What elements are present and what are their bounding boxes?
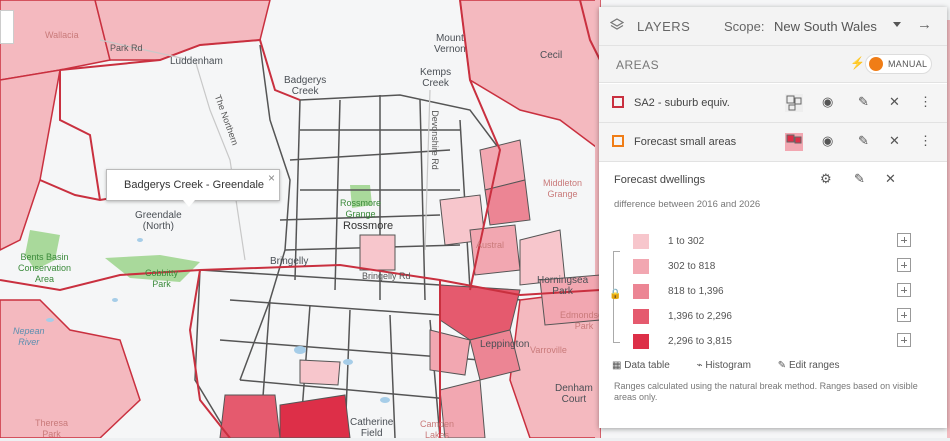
layer-thumbnail-icon[interactable] bbox=[785, 133, 803, 151]
histogram-link[interactable]: ⌁ Histogram bbox=[696, 360, 751, 371]
road-label: Park Rd bbox=[110, 43, 143, 53]
legend-range: 2,296 to 3,815 bbox=[668, 336, 732, 347]
manual-toggle[interactable]: MANUAL bbox=[865, 54, 932, 74]
layers-panel: LAYERS Scope: New South Wales → AREAS ⚡ … bbox=[599, 7, 947, 428]
ranges-note: Ranges calculated using the natural brea… bbox=[614, 381, 918, 402]
place-label: Camden Lakes bbox=[420, 419, 455, 440]
lock-icon[interactable]: 🔒 bbox=[609, 289, 622, 300]
road-label: Bringelly Rd bbox=[362, 271, 411, 281]
place-label: Bents Basin Conservation Area bbox=[18, 252, 72, 284]
layer-swatch bbox=[612, 135, 624, 147]
place-label: Leppington bbox=[480, 339, 530, 350]
place-label: Rossmore bbox=[343, 220, 394, 232]
place-label: Cobbitty Park bbox=[145, 268, 179, 289]
drag-handle-icon[interactable]: ⋮ bbox=[919, 133, 932, 148]
eye-icon[interactable]: ◉ bbox=[822, 133, 834, 148]
place-label: Varroville bbox=[530, 345, 567, 355]
panel-title: LAYERS bbox=[637, 19, 691, 34]
bolt-icon: ⚡ bbox=[850, 56, 865, 70]
legend-item: 818 to 1,396 bbox=[633, 283, 913, 300]
legend-swatch bbox=[633, 284, 649, 299]
scope-select[interactable]: New South Wales bbox=[774, 19, 877, 34]
area-popup: Badgerys Creek - Greendale × bbox=[106, 169, 280, 207]
place-label: Wallacia bbox=[45, 30, 79, 40]
areas-label: AREAS bbox=[616, 58, 660, 72]
layer-thumbnail-icon[interactable] bbox=[785, 94, 803, 112]
legend-swatch bbox=[633, 259, 649, 274]
legend-swatch bbox=[633, 309, 649, 324]
place-label: Greendale (North) bbox=[135, 210, 182, 232]
add-range-icon[interactable] bbox=[897, 233, 911, 247]
edit-ranges-link[interactable]: ✎ Edit ranges bbox=[777, 360, 840, 371]
section-title: Forecast dwellings bbox=[614, 174, 706, 186]
road-label: Devonshire Rd bbox=[429, 110, 440, 170]
add-range-icon[interactable] bbox=[897, 333, 911, 347]
legend-actions: ▦ Data table ⌁ Histogram ✎ Edit ranges bbox=[612, 360, 864, 371]
popup-pointer bbox=[183, 200, 195, 207]
layer-row-sa2[interactable]: SA2 - suburb equiv. ◉ ✎ ✕ ⋮ bbox=[599, 84, 947, 123]
place-label: Nepean River bbox=[13, 326, 45, 347]
legend-range: 1 to 302 bbox=[668, 236, 705, 247]
layer-swatch bbox=[612, 96, 624, 108]
legend-swatch bbox=[633, 234, 649, 249]
close-icon[interactable]: ✕ bbox=[889, 94, 900, 109]
toggle-knob bbox=[869, 57, 883, 71]
scope-label: Scope: bbox=[724, 19, 765, 34]
drag-handle-icon[interactable]: ⋮ bbox=[919, 94, 932, 109]
close-icon[interactable]: ✕ bbox=[889, 133, 900, 148]
legend-item: 1 to 302 bbox=[633, 233, 913, 250]
chevron-down-icon[interactable] bbox=[893, 22, 901, 27]
legend-item: 302 to 818 bbox=[633, 258, 913, 275]
place-label: Horningsea Park bbox=[537, 275, 589, 297]
edit-icon[interactable]: ✎ bbox=[858, 133, 869, 148]
edit-icon[interactable]: ✎ bbox=[854, 171, 865, 186]
place-label: Bringelly bbox=[270, 256, 309, 267]
edit-icon[interactable]: ✎ bbox=[858, 94, 869, 109]
toggle-label: MANUAL bbox=[888, 59, 928, 69]
place-label: Austral bbox=[476, 240, 505, 250]
section-description: difference between 2016 and 2026 bbox=[614, 199, 761, 210]
place-label: Denham Court bbox=[555, 383, 593, 405]
areas-section-header: AREAS ⚡ MANUAL bbox=[599, 46, 947, 83]
popup-title: Badgerys Creek - Greendale bbox=[124, 179, 265, 191]
add-range-icon[interactable] bbox=[897, 283, 911, 297]
legend-bracket bbox=[613, 251, 620, 343]
legend-range: 818 to 1,396 bbox=[668, 286, 724, 297]
place-label: Mount Vernon bbox=[434, 33, 466, 55]
gear-icon[interactable]: ⚙ bbox=[820, 171, 832, 186]
place-label: Cecil bbox=[540, 50, 563, 61]
close-icon[interactable]: ✕ bbox=[885, 171, 896, 186]
add-range-icon[interactable] bbox=[897, 258, 911, 272]
data-table-link[interactable]: ▦ Data table bbox=[612, 360, 670, 371]
place-label: Luddenham bbox=[170, 56, 223, 67]
legend-item: 1,396 to 2,296 bbox=[633, 308, 913, 325]
legend-item: 2,296 to 3,815 bbox=[633, 333, 913, 350]
layer-row-forecast[interactable]: Forecast small areas ◉ ✎ ✕ ⋮ bbox=[599, 123, 947, 162]
close-icon[interactable]: × bbox=[267, 171, 275, 185]
legend-range: 1,396 to 2,296 bbox=[668, 311, 732, 322]
layer-name: SA2 - suburb equiv. bbox=[634, 97, 730, 109]
panel-header: LAYERS Scope: New South Wales → bbox=[599, 7, 947, 46]
map-control-button[interactable] bbox=[0, 10, 14, 44]
eye-icon[interactable]: ◉ bbox=[822, 94, 834, 109]
layer-name: Forecast small areas bbox=[634, 136, 737, 148]
place-label: Catherine Field bbox=[350, 417, 394, 439]
place-label: Edmondson Park bbox=[560, 310, 609, 331]
place-label: Rossmore Grange bbox=[340, 198, 382, 219]
collapse-arrow-icon[interactable]: → bbox=[917, 16, 932, 33]
place-label: Middleton Grange bbox=[543, 178, 583, 199]
add-range-icon[interactable] bbox=[897, 308, 911, 322]
legend-range: 302 to 818 bbox=[668, 261, 716, 272]
forecast-dwellings-section: Forecast dwellings ⚙ ✎ ✕ difference betw… bbox=[599, 167, 947, 428]
layers-icon bbox=[610, 18, 624, 30]
place-label: Theresa Park bbox=[35, 418, 69, 439]
place-label: Badgerys Creek bbox=[284, 75, 327, 97]
legend-swatch bbox=[633, 334, 649, 349]
place-label: Kemps Creek bbox=[420, 67, 452, 89]
